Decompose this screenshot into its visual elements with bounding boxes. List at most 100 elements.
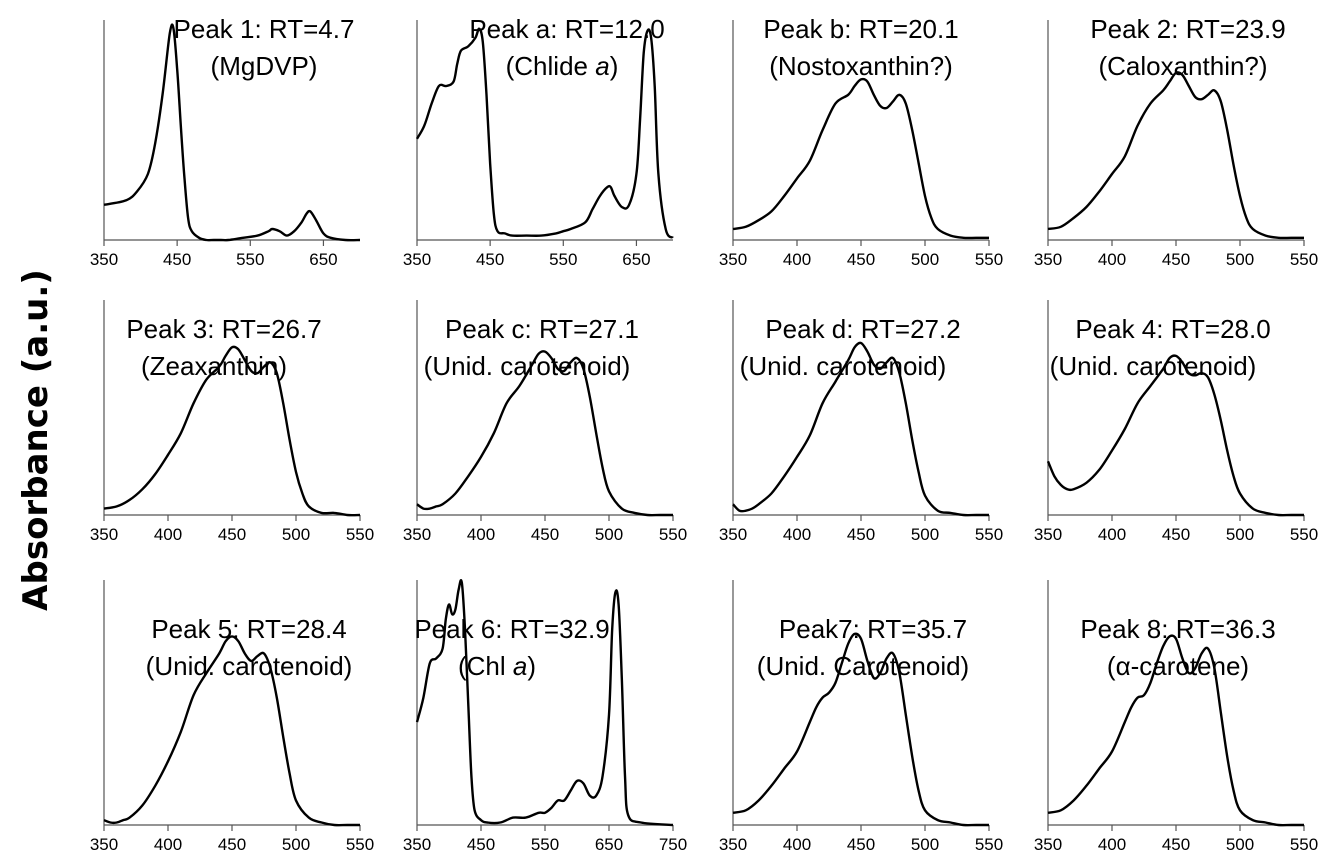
x-tick-label: 500	[282, 835, 310, 854]
x-tick-label: 450	[531, 525, 559, 544]
spectrum-line	[415, 27, 674, 239]
panel-title: Peak a: RT=12.0	[469, 14, 664, 44]
x-tick-label: 450	[467, 835, 495, 854]
panel-subtitle: (α-carotene)	[1107, 651, 1249, 681]
panel-title: Peak 1: RT=4.7	[174, 14, 355, 44]
x-tick-label: 550	[1290, 835, 1318, 854]
x-tick-label: 650	[595, 835, 623, 854]
x-tick-label: 550	[346, 525, 374, 544]
x-tick-label: 500	[282, 525, 310, 544]
panel-subtitle: (Unid. carotenoid)	[146, 651, 353, 681]
x-tick-label: 400	[1098, 835, 1126, 854]
panel-subtitle: (Zeaxanthin)	[141, 351, 287, 381]
spectrum-line	[103, 635, 360, 827]
spectrum-panel: 350 400 450 500 550 Peak 5: RT=28.4 (Unid. car…	[90, 580, 374, 854]
x-tick-label: 350	[90, 835, 118, 854]
panel-title: Peak7: RT=35.7	[779, 614, 967, 644]
x-tick-label: 400	[1098, 250, 1126, 269]
x-tick-label: 350	[719, 250, 747, 269]
x-tick-label: 450	[847, 250, 875, 269]
spectrum-line	[732, 632, 989, 827]
x-tick-label: 450	[163, 250, 191, 269]
x-tick-label: 400	[783, 525, 811, 544]
x-tick-label: 350	[90, 250, 118, 269]
x-tick-label: 400	[783, 835, 811, 854]
panel-subtitle: (Unid. carotenoid)	[740, 351, 947, 381]
x-tick-label: 450	[218, 835, 246, 854]
spectrum-panel: 350 400 450 500 550 Peak 8: RT=36.3 (α-caroten…	[1034, 580, 1318, 854]
spectrum-panel: 350 400 450 500 550 Peak7: RT=35.7 (Unid. Caro…	[719, 580, 1003, 854]
spectrum-panel: 350 400 450 500 550 Peak b: RT=20.1 (Nostoxant…	[719, 14, 1003, 269]
x-tick-label: 550	[659, 525, 687, 544]
panel-title: Peak 3: RT=26.7	[126, 314, 321, 344]
panel-title: Peak c: RT=27.1	[445, 314, 639, 344]
x-tick-label: 450	[476, 250, 504, 269]
spectrum-panel: 350 400 450 500 550 Peak 4: RT=28.0 (Unid. car…	[1034, 300, 1318, 544]
x-tick-label: 400	[154, 835, 182, 854]
x-tick-label: 450	[1162, 835, 1190, 854]
x-tick-label: 350	[403, 250, 431, 269]
x-tick-label: 350	[403, 525, 431, 544]
spectrum-panel: 350 400 450 500 550 Peak 3: RT=26.7 (Zeaxanthi…	[90, 300, 374, 544]
panel-title: Peak d: RT=27.2	[765, 314, 960, 344]
x-tick-label: 500	[1226, 835, 1254, 854]
x-tick-label: 450	[847, 835, 875, 854]
panel-subtitle: (Unid. carotenoid)	[424, 351, 631, 381]
x-tick-label: 550	[531, 835, 559, 854]
x-tick-label: 350	[1034, 525, 1062, 544]
spectrum-line	[732, 77, 989, 240]
x-tick-label: 450	[218, 525, 246, 544]
spectrum-panel: 350 450 550 650 Peak 1: RT=4.7 (MgDVP)	[90, 14, 361, 269]
x-tick-label: 450	[847, 525, 875, 544]
spectrum-line	[103, 345, 361, 517]
panel-title: Peak 2: RT=23.9	[1090, 14, 1285, 44]
x-tick-label: 400	[783, 250, 811, 269]
x-tick-label: 550	[1290, 250, 1318, 269]
spectrum-line	[1046, 354, 1304, 517]
x-tick-label: 750	[659, 835, 687, 854]
x-tick-label: 350	[719, 835, 747, 854]
spectrum-line	[1047, 634, 1304, 827]
panel-subtitle: (MgDVP)	[211, 51, 318, 81]
spectrum-line	[1047, 71, 1304, 240]
panel-title: Peak b: RT=20.1	[763, 14, 958, 44]
x-tick-label: 500	[1226, 525, 1254, 544]
spectrum-line	[416, 350, 673, 517]
panel-subtitle: (Nostoxanthin?)	[769, 51, 953, 81]
x-tick-label: 550	[975, 250, 1003, 269]
x-tick-label: 550	[549, 250, 577, 269]
x-tick-label: 400	[467, 525, 495, 544]
x-tick-label: 650	[309, 250, 337, 269]
spectrum-panel: 350 400 450 500 550 Peak c: RT=27.1 (Unid. car…	[403, 300, 687, 544]
spectrum-panel: 350 400 450 500 550 Peak d: RT=27.2 (Unid. car…	[719, 300, 1003, 544]
x-tick-label: 550	[1290, 525, 1318, 544]
x-tick-label: 500	[911, 525, 939, 544]
x-tick-label: 500	[911, 835, 939, 854]
x-tick-label: 450	[1162, 525, 1190, 544]
x-tick-label: 550	[975, 525, 1003, 544]
panel-subtitle: (Unid. carotenoid)	[1050, 351, 1257, 381]
panel-title: Peak 5: RT=28.4	[151, 614, 346, 644]
x-tick-label: 350	[719, 525, 747, 544]
x-tick-label: 350	[403, 835, 431, 854]
panel-subtitle: (Chlide a)	[506, 51, 619, 81]
x-tick-label: 550	[975, 835, 1003, 854]
panel-title: Peak 8: RT=36.3	[1080, 614, 1275, 644]
x-tick-label: 350	[90, 525, 118, 544]
spectrum-panel: 350 450 550 650 Peak a: RT=12.0 (Chlide a)	[403, 14, 674, 269]
x-tick-label: 350	[1034, 250, 1062, 269]
spectrum-line	[103, 23, 361, 242]
x-tick-label: 650	[622, 250, 650, 269]
panel-subtitle: (Chl a)	[458, 651, 536, 681]
x-tick-label: 350	[1034, 835, 1062, 854]
spectrum-line	[415, 579, 674, 827]
panel-subtitle: (Unid. Carotenoid)	[757, 651, 969, 681]
x-tick-label: 550	[346, 835, 374, 854]
x-tick-label: 400	[1098, 525, 1126, 544]
spectrum-line	[732, 341, 989, 517]
x-tick-label: 400	[154, 525, 182, 544]
x-tick-label: 500	[911, 250, 939, 269]
